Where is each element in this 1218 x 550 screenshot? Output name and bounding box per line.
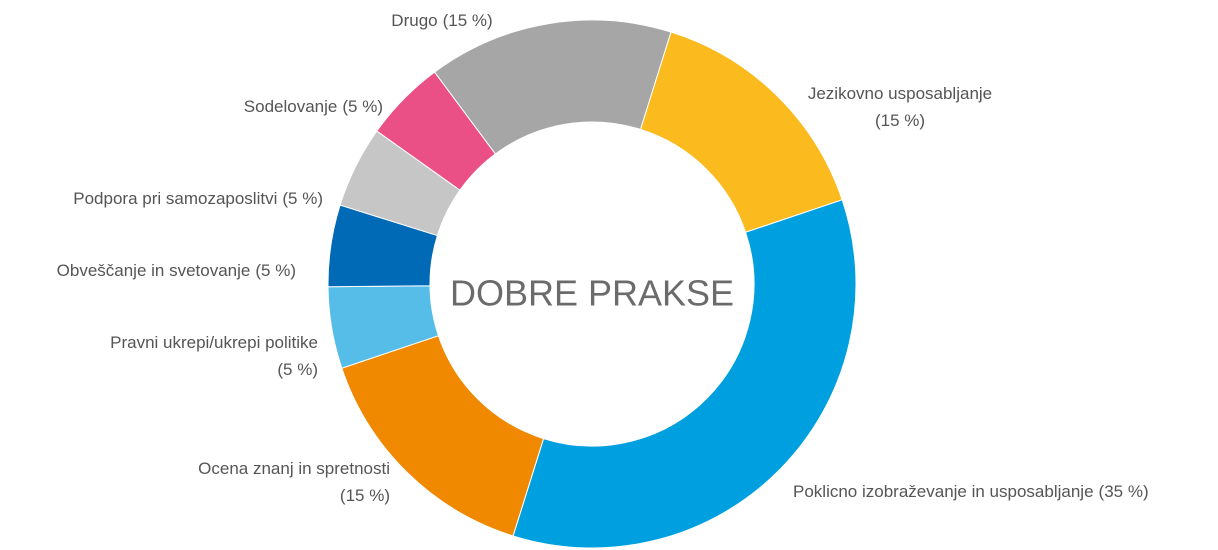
category-label: Jezikovno usposabljanje [808, 84, 992, 103]
value-label: (15 %) [875, 111, 925, 130]
category-label: Sodelovanje [244, 97, 338, 116]
segment-label: Sodelovanje (5 %) [244, 97, 383, 116]
value-label: (15 %) [443, 11, 493, 30]
value-label: (15 %) [340, 486, 390, 505]
value-label: (5 %) [342, 97, 383, 116]
category-label: Obveščanje in svetovanje [57, 261, 251, 280]
segment-label: Podpora pri samozaposlitvi (5 %) [73, 189, 323, 208]
value-label: (5 %) [282, 189, 323, 208]
center-label: DOBRE PRAKSE [450, 273, 734, 314]
category-label: Poklicno izobraževanje in usposabljanje [793, 482, 1094, 501]
category-label: Drugo [391, 11, 437, 30]
donut-segment [341, 335, 545, 537]
donut-segment [639, 31, 843, 233]
category-label: Pravni ukrepi/ukrepi politike [110, 333, 318, 352]
segment-label: Ocena znanj in spretnosti (15 %) [198, 459, 390, 505]
segment-label: Jezikovno usposabljanje (15 %) [808, 84, 992, 130]
category-label: Ocena znanj in spretnosti [198, 459, 390, 478]
segment-label: Poklicno izobraževanje in usposabljanje (… [793, 482, 1149, 501]
donut-segment [433, 19, 672, 155]
donut-segment [512, 199, 857, 549]
category-label: Podpora pri samozaposlitvi [73, 189, 277, 208]
value-label: (35 %) [1099, 482, 1149, 501]
value-label: (5 %) [277, 360, 318, 379]
value-label: (5 %) [255, 261, 296, 280]
segment-label: Obveščanje in svetovanje (5 %) [57, 261, 296, 280]
segment-label: Drugo (15 %) [391, 11, 492, 30]
segment-label: Pravni ukrepi/ukrepi politike (5 %) [110, 333, 318, 379]
